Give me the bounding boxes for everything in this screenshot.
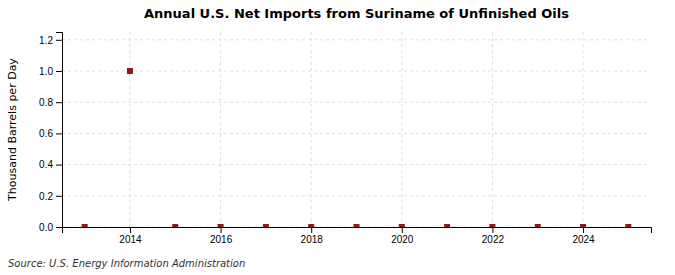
tick: 0.8 bbox=[39, 97, 62, 108]
y-axis-title: Thousand Barrels per Day bbox=[6, 58, 19, 202]
grid-line bbox=[401, 32, 402, 227]
y-axis: 0.0 0.2 0.4 0.6 0.8 1.0 1.2 bbox=[39, 33, 62, 233]
point bbox=[308, 224, 314, 227]
tick-mark bbox=[56, 196, 62, 197]
tick-mark bbox=[311, 227, 312, 233]
grid-line bbox=[62, 102, 651, 103]
tick: 2024 bbox=[572, 227, 595, 245]
grid-line bbox=[62, 133, 651, 134]
grid-line bbox=[129, 32, 130, 227]
grid-line bbox=[62, 195, 651, 196]
point bbox=[399, 224, 405, 227]
x-axis: 2014 2016 2018 2020 2022 2024 bbox=[63, 227, 652, 245]
tick-mark bbox=[56, 71, 62, 72]
point bbox=[172, 224, 178, 227]
tick: 2018 bbox=[301, 227, 324, 245]
tick: 2020 bbox=[391, 227, 414, 245]
tick: 0.0 bbox=[39, 222, 62, 233]
tick-mark bbox=[130, 227, 131, 233]
tick-mark bbox=[402, 227, 403, 233]
tick: 0.4 bbox=[39, 159, 62, 170]
tick: 1.0 bbox=[39, 66, 62, 77]
tick-label: 0.8 bbox=[39, 97, 53, 108]
grid-line bbox=[62, 39, 651, 40]
point bbox=[82, 224, 88, 227]
grid-line bbox=[62, 164, 651, 165]
axis-line bbox=[56, 33, 63, 228]
point bbox=[218, 224, 224, 227]
point bbox=[580, 224, 586, 227]
grid-line bbox=[583, 32, 584, 227]
tick-label: 0.2 bbox=[39, 191, 53, 202]
point bbox=[444, 224, 450, 227]
tick-mark bbox=[492, 227, 493, 233]
point bbox=[489, 224, 495, 227]
tick-label: 2014 bbox=[119, 234, 142, 245]
point bbox=[127, 68, 133, 74]
tick: 2016 bbox=[210, 227, 233, 245]
chart: 2014 2016 2018 2020 2022 2024 0.0 0.2 0.4 0.6 0.8 1… bbox=[0, 0, 675, 275]
points bbox=[82, 68, 632, 227]
tick-label: 2016 bbox=[210, 234, 233, 245]
point bbox=[535, 224, 541, 227]
tick-label: 2020 bbox=[391, 234, 414, 245]
grid-line bbox=[492, 32, 493, 227]
point bbox=[625, 224, 631, 227]
tick-label: 1.2 bbox=[39, 35, 53, 46]
grid bbox=[62, 32, 651, 227]
grid-line bbox=[62, 71, 651, 72]
tick: 2014 bbox=[119, 227, 142, 245]
tick: 1.2 bbox=[39, 35, 62, 46]
tick-mark bbox=[56, 40, 62, 41]
tick-mark bbox=[221, 227, 222, 233]
tick: 0.6 bbox=[39, 128, 62, 139]
tick-mark bbox=[56, 102, 62, 103]
tick-label: 1.0 bbox=[39, 66, 53, 77]
axis-line bbox=[63, 228, 652, 234]
plot: 2014 2016 2018 2020 2022 2024 0.0 0.2 0.4 0.6 0.8 1… bbox=[39, 32, 651, 245]
tick-label: 2022 bbox=[482, 234, 505, 245]
tick-label: 2024 bbox=[572, 234, 595, 245]
tick-mark bbox=[583, 227, 584, 233]
point bbox=[354, 224, 360, 227]
point bbox=[263, 224, 269, 227]
title: Annual U.S. Net Imports from Suriname of… bbox=[144, 6, 569, 21]
tick-label: 0.4 bbox=[39, 159, 53, 170]
tick-mark bbox=[56, 227, 62, 228]
source: Source: U.S. Energy Information Administ… bbox=[8, 258, 245, 269]
tick-mark bbox=[56, 133, 62, 134]
tick: 0.2 bbox=[39, 191, 62, 202]
tick-label: 0.0 bbox=[39, 222, 53, 233]
tick-label: 0.6 bbox=[39, 128, 53, 139]
tick-mark bbox=[56, 165, 62, 166]
tick: 2022 bbox=[482, 227, 505, 245]
tick-label: 2018 bbox=[301, 234, 324, 245]
grid-line bbox=[220, 32, 221, 227]
grid-line bbox=[311, 32, 312, 227]
